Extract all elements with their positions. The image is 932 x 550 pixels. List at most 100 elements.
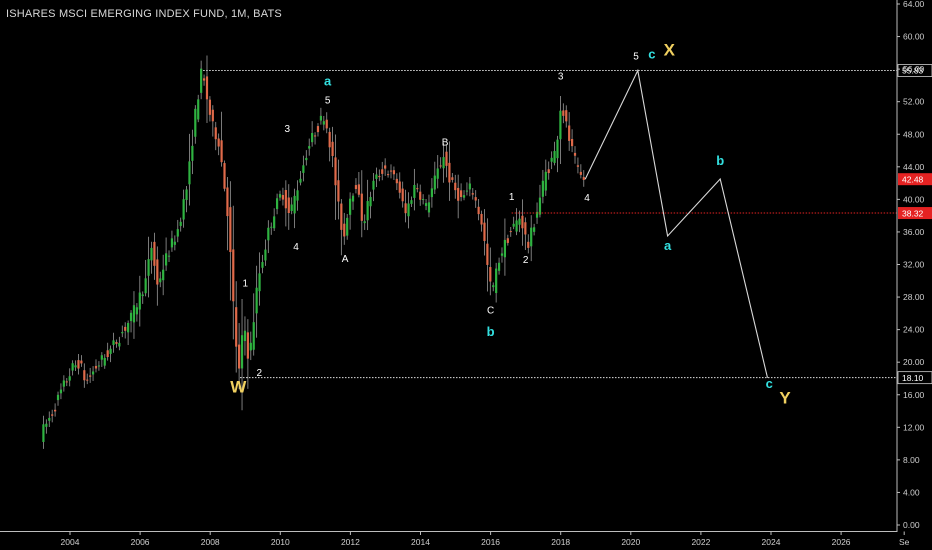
candle-body	[538, 197, 542, 215]
candle-body	[182, 199, 185, 220]
candle-body	[124, 326, 127, 331]
candle-body	[375, 174, 378, 179]
candle-body	[132, 305, 136, 323]
candle-body	[284, 189, 287, 209]
candle-body	[48, 417, 51, 421]
candle-body	[270, 226, 273, 228]
candle-body	[480, 213, 483, 225]
y-tick-label: 52.00	[903, 97, 925, 107]
candle-body	[433, 175, 436, 190]
candle-body	[194, 108, 197, 137]
current-price-tag	[898, 173, 932, 186]
candle-body	[384, 165, 387, 169]
wave-label: 5	[325, 95, 331, 106]
candle-body	[416, 188, 419, 190]
candle-body	[459, 190, 463, 198]
y-tick-label: 12.00	[903, 422, 925, 432]
candle-body	[389, 170, 393, 172]
candle-body	[527, 241, 530, 248]
candles-layer	[42, 55, 585, 449]
candle-body	[103, 357, 106, 366]
candle-body	[331, 141, 334, 157]
candle-body	[448, 162, 451, 183]
candle-body	[340, 203, 343, 230]
candle-body	[71, 363, 74, 371]
candle-body	[267, 227, 270, 241]
candle-body	[325, 119, 328, 129]
wave-label: a	[324, 73, 332, 88]
current-price-label: 42.48	[902, 174, 924, 184]
candle-body	[170, 238, 174, 248]
candle-body	[135, 307, 138, 315]
candle-body	[89, 375, 92, 377]
candle-body	[366, 201, 369, 221]
candle-body	[56, 394, 60, 401]
candle-body	[273, 216, 276, 229]
candle-body	[462, 195, 466, 198]
candle-body	[91, 371, 95, 375]
candle-body	[471, 193, 474, 195]
candle-body	[468, 183, 471, 190]
wave-label: 3	[285, 124, 291, 135]
candle-body	[138, 292, 141, 310]
candle-body	[240, 335, 244, 369]
projection-line	[584, 68, 769, 378]
candle-body	[150, 247, 153, 261]
x-tick-label: 2010	[271, 537, 290, 547]
candle-body	[381, 169, 384, 174]
candle-body	[141, 294, 144, 297]
level-price-tag	[897, 371, 932, 385]
candle-body	[191, 145, 194, 161]
candle-body	[173, 241, 176, 245]
candle-body	[427, 202, 431, 213]
candle-body	[147, 259, 150, 276]
candle-body	[202, 78, 206, 81]
candle-body	[144, 278, 147, 294]
y-tick-label: 64.00	[903, 0, 925, 9]
candle-body	[573, 152, 577, 156]
candle-body	[559, 110, 562, 140]
y-tick-label: 56.00	[903, 64, 925, 74]
candle-body	[223, 163, 226, 189]
candle-body	[518, 218, 521, 225]
candle-body	[442, 157, 445, 169]
candle-body	[217, 138, 220, 147]
wave-label: c	[766, 376, 773, 391]
candle-body	[515, 220, 518, 232]
candle-body	[413, 184, 416, 198]
candle-body	[547, 169, 550, 174]
x-tick-label: 2012	[341, 537, 360, 547]
candle-body	[299, 178, 302, 183]
candle-body	[334, 157, 337, 186]
candle-body	[313, 135, 317, 137]
candle-body	[369, 197, 372, 207]
candle-body	[316, 126, 320, 133]
candle-body	[477, 206, 480, 215]
candle-body	[424, 203, 428, 206]
wave-label: Y	[779, 389, 791, 408]
y-tick-label: 40.00	[903, 194, 925, 204]
wave-label: C	[487, 305, 494, 316]
candle-body	[229, 207, 232, 253]
y-tick-label: 8.00	[903, 455, 920, 465]
candle-body	[360, 193, 363, 221]
candle-body	[500, 253, 504, 256]
candle-body	[162, 269, 165, 281]
candle-body	[404, 203, 407, 214]
candle-body	[115, 342, 118, 344]
candle-body	[392, 170, 396, 175]
projection-layer	[584, 68, 769, 378]
candle-body	[535, 211, 539, 218]
candle-body	[343, 223, 346, 237]
wave-label: W	[230, 377, 247, 396]
x-tick-label: Se	[899, 537, 910, 547]
candle-body	[533, 227, 536, 232]
candle-body	[565, 110, 568, 122]
y-tick-label: 48.00	[903, 129, 925, 139]
x-tick-label: 2006	[131, 537, 150, 547]
candle-body	[530, 227, 533, 247]
